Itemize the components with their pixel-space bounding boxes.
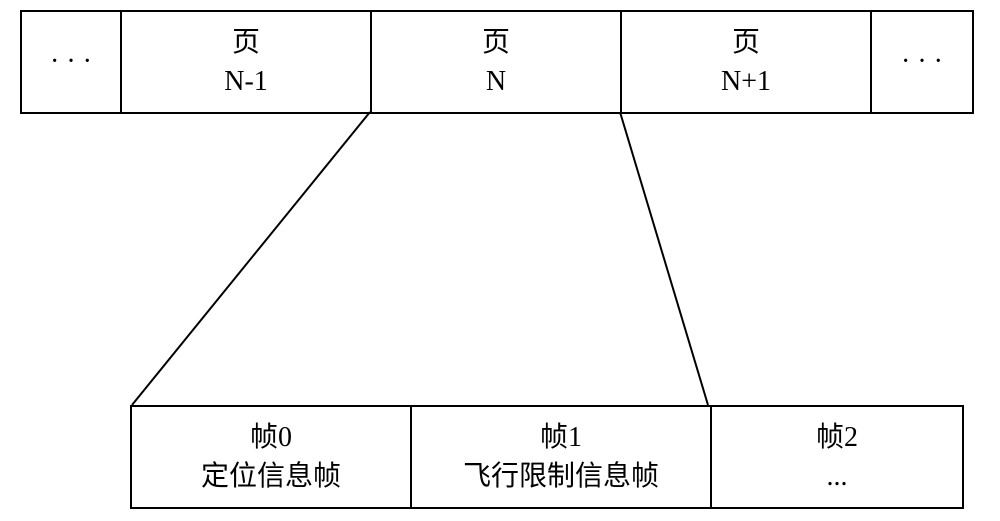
frame-1: 帧1 飞行限制信息帧	[412, 407, 712, 507]
cell-text: · · ·	[901, 42, 943, 81]
page-ellipsis-left: · · ·	[22, 12, 122, 112]
cell-text-line1: 帧2	[816, 418, 858, 457]
cell-text-line2: 定位信息帧	[201, 457, 341, 496]
cell-text-line2: ...	[827, 457, 848, 496]
cell-text-line2: 飞行限制信息帧	[463, 457, 659, 496]
cell-text-line2: N-1	[224, 62, 268, 101]
cell-text: · · ·	[50, 42, 92, 81]
cell-text-line1: 帧0	[250, 418, 292, 457]
frames-row: 帧0 定位信息帧 帧1 飞行限制信息帧 帧2 ...	[130, 405, 964, 509]
frame-2: 帧2 ...	[712, 407, 962, 507]
connector-right	[620, 112, 708, 405]
cell-text-line1: 页	[232, 23, 260, 62]
page-n-minus-1: 页 N-1	[122, 12, 372, 112]
page-n-plus-1: 页 N+1	[622, 12, 872, 112]
pages-row: · · · 页 N-1 页 N 页 N+1 · · ·	[20, 10, 974, 114]
cell-text-line2: N	[486, 62, 506, 101]
cell-text-line1: 页	[732, 23, 760, 62]
cell-text-line2: N+1	[721, 62, 771, 101]
frame-0: 帧0 定位信息帧	[132, 407, 412, 507]
connector-left	[132, 112, 370, 405]
page-n: 页 N	[372, 12, 622, 112]
page-ellipsis-right: · · ·	[872, 12, 972, 112]
cell-text-line1: 帧1	[540, 418, 582, 457]
cell-text-line1: 页	[482, 23, 510, 62]
